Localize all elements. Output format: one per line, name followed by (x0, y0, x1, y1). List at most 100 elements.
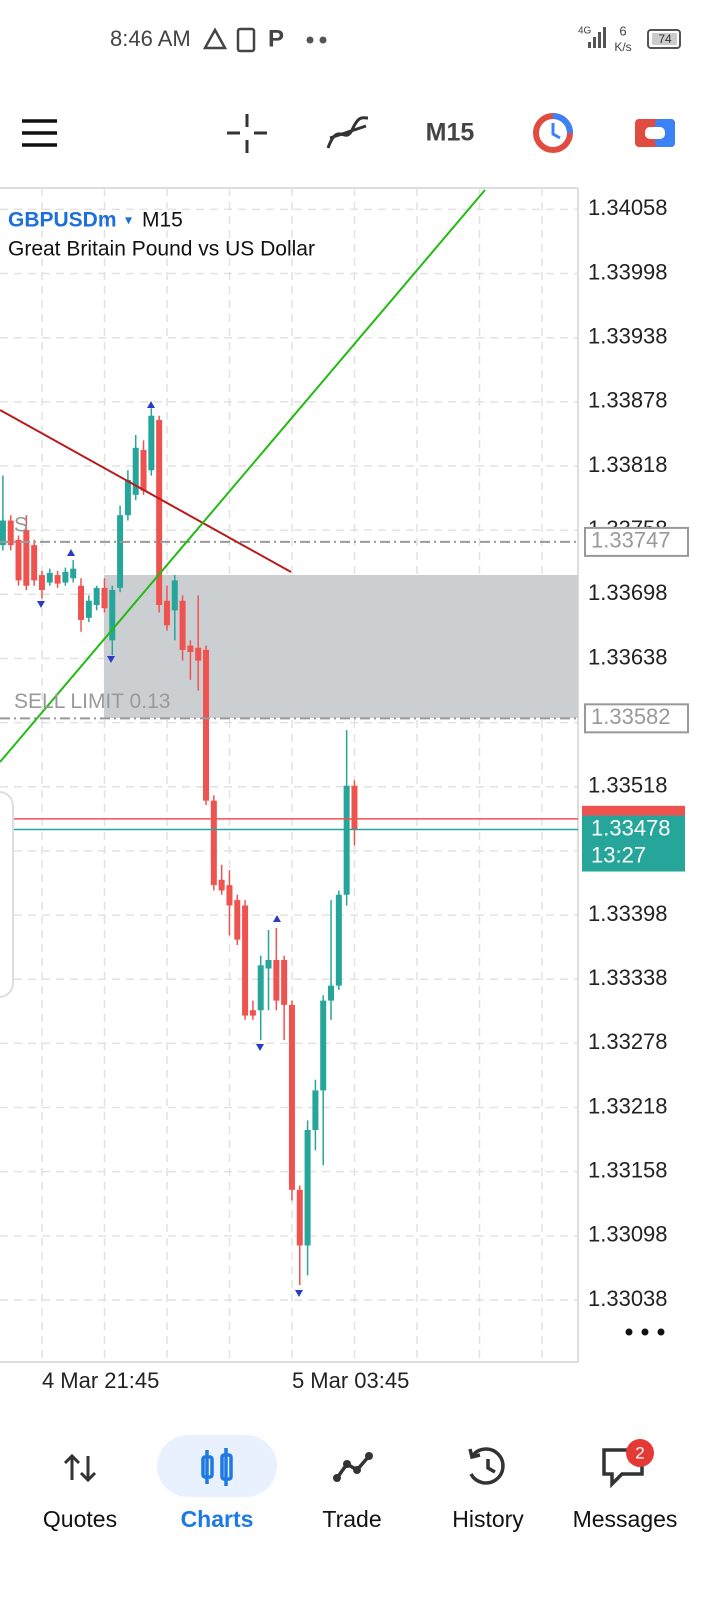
y-tick-label: 1.33938 (588, 324, 668, 349)
fractal-markers (37, 401, 303, 1297)
bid-price-box (582, 815, 685, 872)
trend-line (0, 189, 486, 763)
y-tick-label: 1.33338 (588, 965, 668, 990)
indicators-button[interactable] (326, 116, 369, 149)
side-panel-handle[interactable] (0, 791, 14, 998)
order-price-label: 1.33582 (591, 704, 671, 729)
nav-tab[interactable]: Quotes (43, 1506, 117, 1532)
active-tab-pill (157, 1435, 277, 1497)
candle-body (46, 572, 53, 583)
x-tick-label: 5 Mar 03:45 (292, 1368, 409, 1393)
trade-timer-button[interactable] (533, 113, 573, 153)
candle-body (296, 1189, 303, 1246)
candle-body (171, 580, 178, 611)
candle-body (218, 879, 225, 891)
candle-body (257, 965, 264, 1011)
y-tick-label: 1.33878 (588, 388, 668, 413)
candle-body (101, 587, 108, 609)
nav-tab[interactable]: Trade (322, 1506, 381, 1532)
candle-body (62, 571, 69, 583)
battery-icon (647, 29, 681, 49)
candle-body (93, 587, 100, 605)
candle-body (117, 515, 124, 588)
candle-body (234, 900, 241, 940)
candle-body (85, 600, 92, 618)
candle-body (140, 449, 147, 491)
candle-body (15, 539, 22, 581)
messages-icon: 2 (602, 1439, 654, 1489)
order-line-text: S (14, 513, 28, 536)
order-line-text: SELL LIMIT 0.13 (14, 690, 170, 713)
y-tick-label: 1.33518 (588, 773, 668, 798)
quotes-icon (63, 1453, 97, 1483)
status-speed: 6 (619, 23, 626, 38)
signal-icon (588, 27, 606, 48)
nav-tab[interactable]: Messages (573, 1506, 678, 1532)
candle-body (320, 1000, 327, 1091)
more-button[interactable] (625, 1328, 665, 1336)
candle-body (281, 959, 288, 1005)
nav-tab[interactable]: History (452, 1506, 524, 1532)
chart-timeframe: M15 (142, 209, 183, 232)
candle-body (132, 447, 139, 495)
candle-body (242, 905, 249, 1016)
y-tick-label: 1.33098 (588, 1222, 668, 1247)
candle-body (343, 785, 350, 895)
status-time: 8:46 AM (110, 26, 191, 51)
order-price-box (584, 703, 689, 734)
y-tick-label: 1.33218 (588, 1093, 668, 1118)
trade-icon (333, 1452, 373, 1482)
y-tick-label: 1.33158 (588, 1157, 668, 1182)
candle-body (23, 530, 30, 586)
y-tick-label: 1.33818 (588, 452, 668, 477)
messages-badge: 2 (635, 1443, 644, 1462)
crosshair-button[interactable] (227, 114, 267, 153)
bottom-nav: Quotes Charts Trade History Messages (43, 1506, 677, 1532)
y-tick-label: 1.33638 (588, 644, 668, 669)
candle-body (203, 649, 210, 801)
candle-body (109, 590, 116, 641)
plot (0, 408, 578, 1286)
order-price-box (584, 526, 689, 557)
nav-tab[interactable]: Charts (181, 1506, 254, 1532)
y-tick-label: 1.34058 (588, 195, 668, 220)
status-speed-unit: K/s (614, 40, 631, 54)
symbol-dropdown[interactable]: ▾ (125, 212, 132, 228)
menu-button[interactable] (22, 119, 57, 147)
status-battery: 74 (658, 32, 672, 46)
order-price-label: 1.33747 (591, 528, 671, 553)
status-icon: P (268, 25, 284, 52)
chart-description: Great Britain Pound vs US Dollar (8, 238, 315, 261)
one-click-button[interactable] (635, 119, 675, 147)
candle-body (187, 645, 194, 653)
candle-body (288, 1004, 295, 1190)
history-icon (468, 1447, 505, 1485)
charts-icon (201, 1448, 233, 1486)
candle-body (78, 585, 85, 620)
y-tick-label: 1.33998 (588, 259, 668, 284)
chart-symbol: GBPUSDm (8, 209, 117, 232)
y-tick-label: 1.33698 (588, 580, 668, 605)
y-tick-label: 1.33278 (588, 1029, 668, 1054)
candle-body (210, 800, 217, 886)
candle-body (265, 959, 272, 969)
y-tick-label: 1.33038 (588, 1286, 668, 1311)
timeframe-button[interactable]: M15 (426, 119, 475, 147)
candle-body (156, 420, 163, 605)
y-tick-label: 1.33398 (588, 901, 668, 926)
candle-body (179, 600, 186, 650)
x-tick-label: 4 Mar 21:45 (42, 1368, 159, 1393)
candle-body (335, 894, 342, 986)
candle-body (351, 785, 358, 830)
candle-body (328, 985, 335, 1001)
status-icon (319, 36, 327, 44)
candle-body (124, 479, 131, 516)
candle-body (38, 575, 45, 591)
candle-body (163, 600, 170, 626)
candle-body (304, 1129, 311, 1246)
status-icon (306, 36, 314, 44)
status-icon (202, 27, 228, 50)
